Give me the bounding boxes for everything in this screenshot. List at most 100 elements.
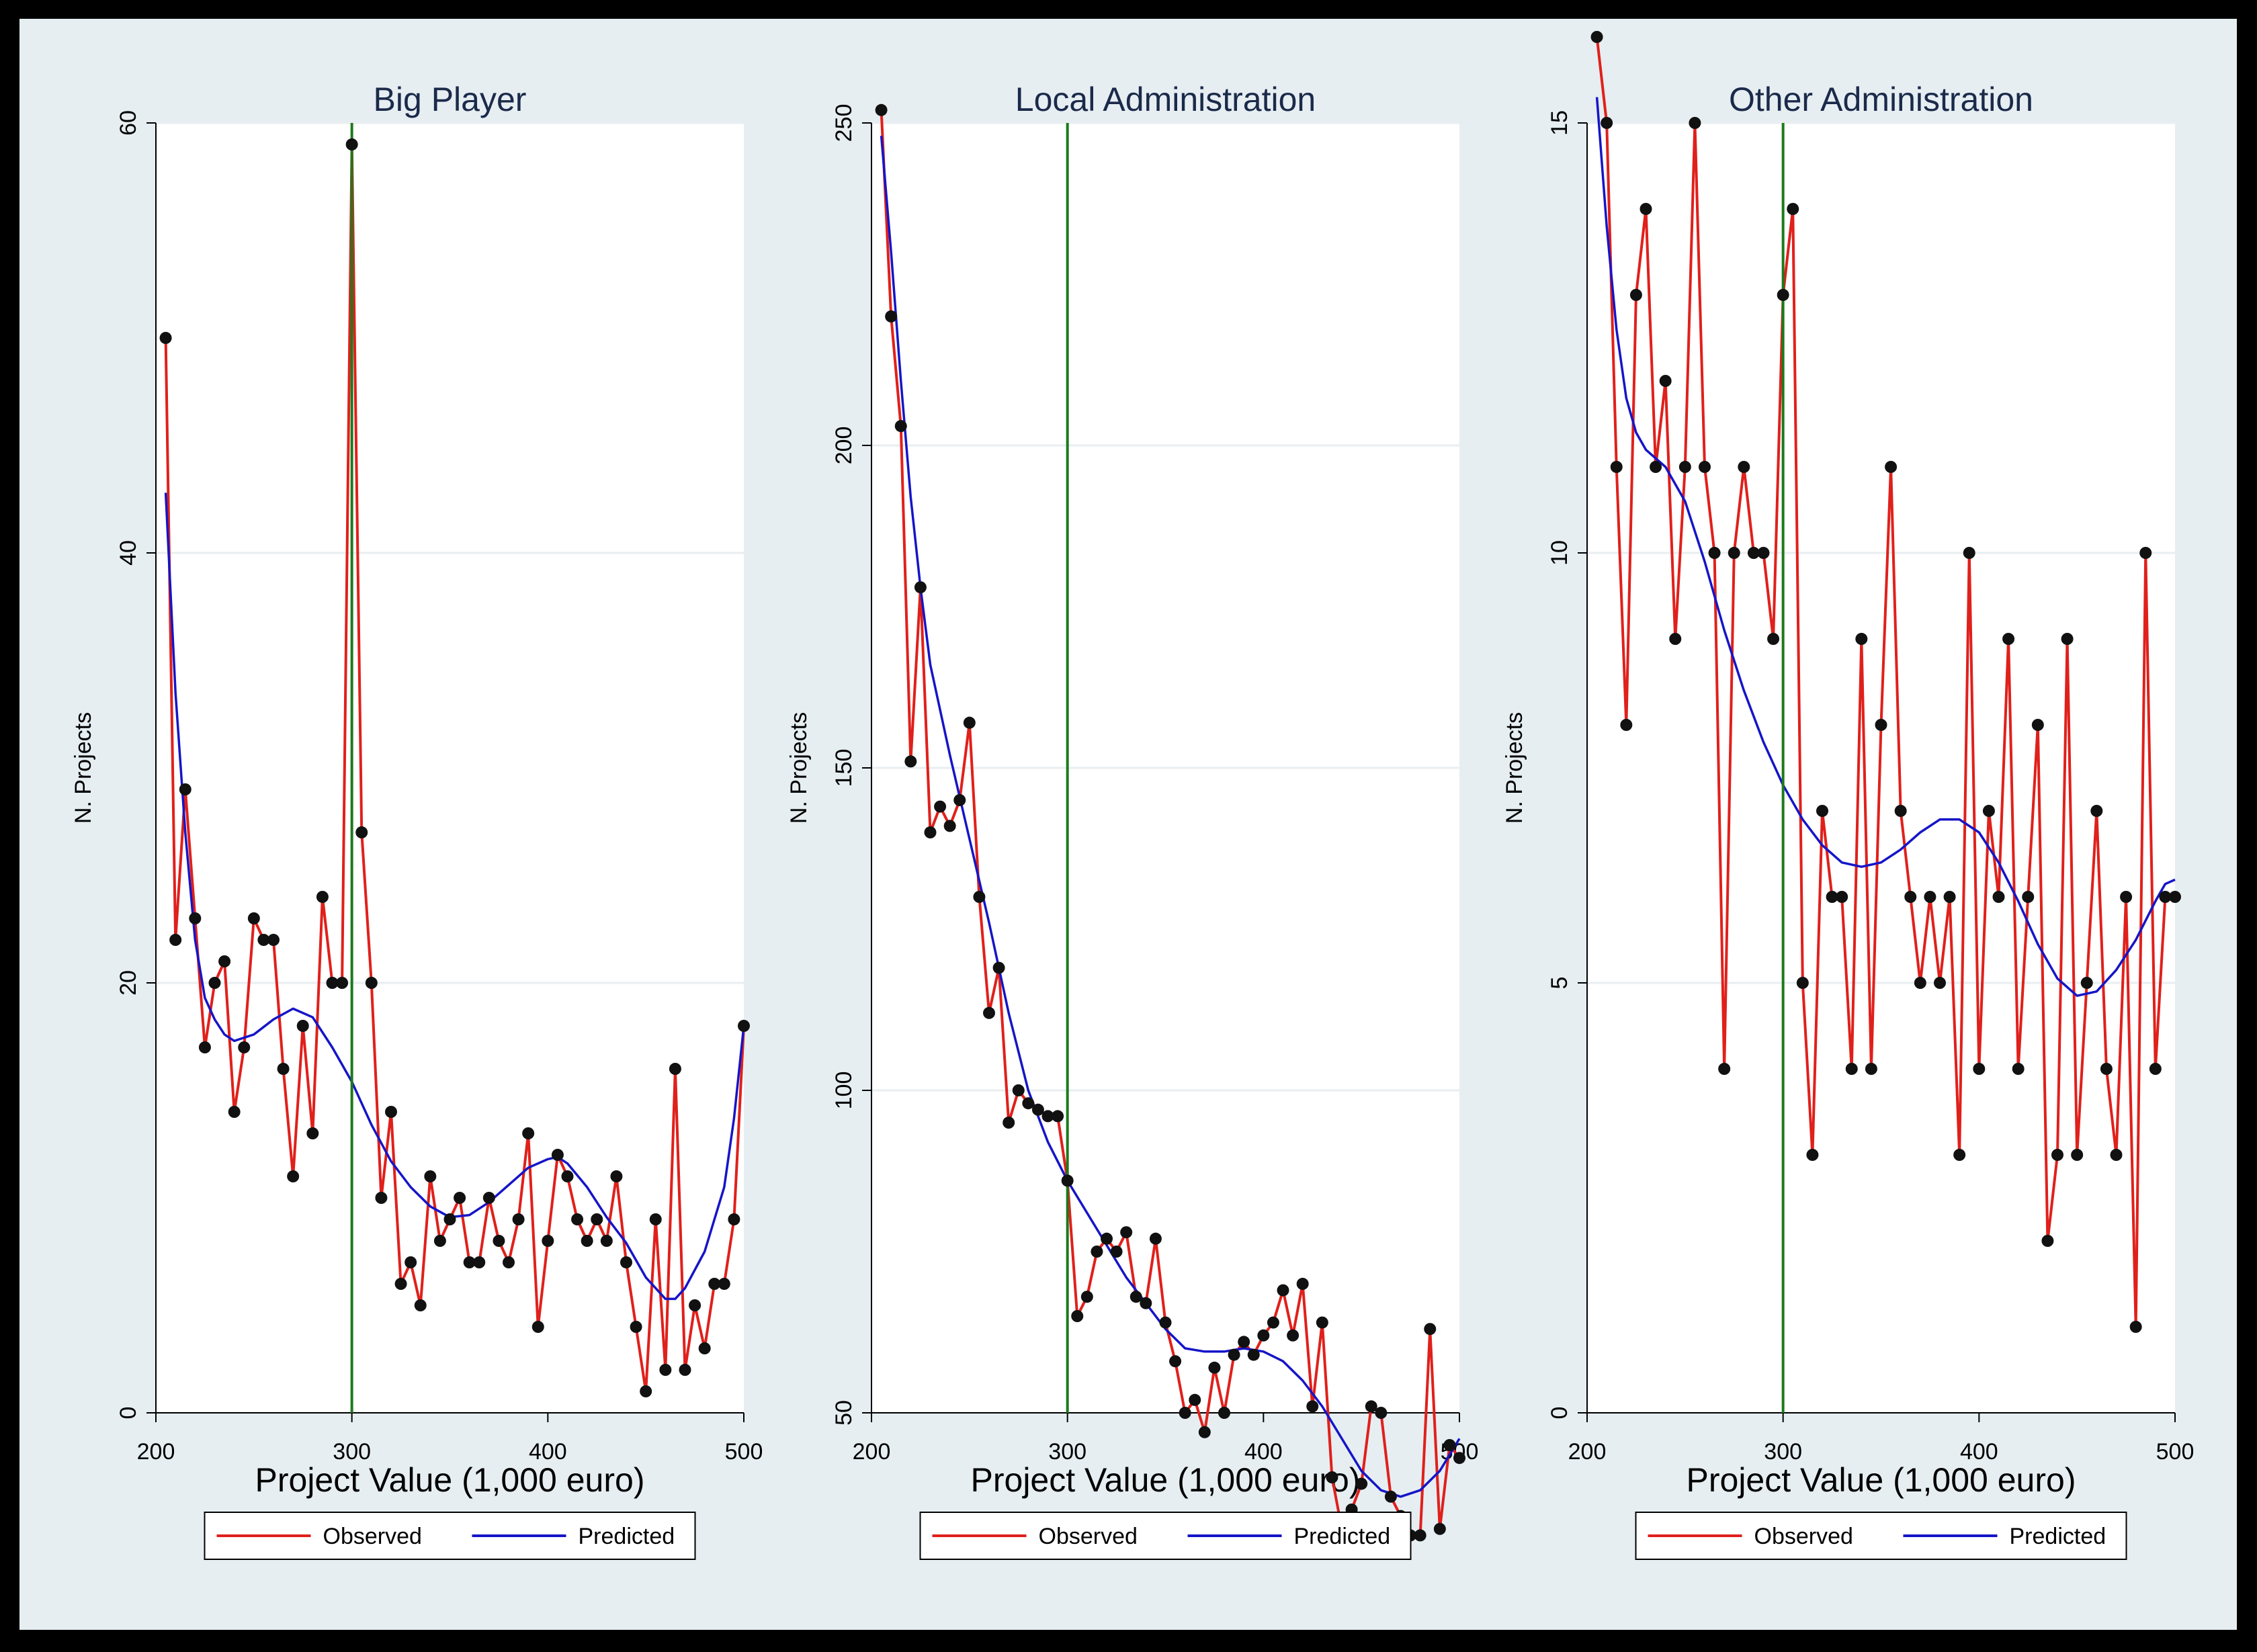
observed-point (738, 1020, 750, 1032)
legend-observed-label: Observed (323, 1524, 422, 1549)
observed-point (2061, 633, 2074, 645)
observed-point (1287, 1329, 1300, 1342)
observed-point (1198, 1426, 1211, 1438)
y-tick-label: 20 (116, 970, 141, 996)
observed-point (277, 1063, 290, 1075)
observed-point (1826, 891, 1838, 903)
x-tick-label: 200 (1568, 1439, 1607, 1465)
x-tick-label: 400 (1244, 1439, 1283, 1465)
observed-point (924, 826, 937, 838)
observed-point (1414, 1529, 1426, 1542)
observed-point (345, 138, 358, 150)
observed-point (1189, 1393, 1201, 1406)
chart-panel-3: 0 5 10 15 200 300 400 500 Other Administration Pr… (1502, 31, 2194, 1560)
observed-point (610, 1170, 623, 1182)
observed-point (600, 1235, 613, 1247)
legend-predicted-label: Predicted (579, 1524, 675, 1549)
x-tick-label: 400 (529, 1439, 567, 1465)
observed-point (1639, 203, 1652, 215)
observed-point (1355, 1477, 1368, 1490)
observed-point (1061, 1174, 1074, 1187)
observed-point (463, 1256, 476, 1268)
observed-point (1875, 719, 1887, 731)
observed-point (1159, 1316, 1172, 1329)
observed-point (953, 794, 966, 806)
observed-point (943, 820, 956, 832)
observed-point (159, 332, 172, 344)
observed-point (326, 977, 339, 989)
observed-point (1924, 891, 1936, 903)
y-tick-label: 200 (831, 427, 857, 465)
observed-point (1943, 891, 1956, 903)
observed-point (2169, 891, 2181, 903)
y-tick-label: 0 (116, 1407, 141, 1420)
observed-point (669, 1063, 681, 1075)
observed-point (316, 891, 329, 903)
y-tick-label: 0 (1547, 1407, 1572, 1420)
observed-point (1453, 1452, 1465, 1465)
observed-point (1767, 633, 1780, 645)
observed-point (1894, 805, 1907, 817)
observed-point (394, 1278, 407, 1290)
observed-point (1620, 719, 1633, 731)
observed-point (2139, 547, 2152, 559)
observed-point (2120, 891, 2133, 903)
observed-point (1140, 1297, 1152, 1309)
observed-point (179, 783, 191, 795)
x-tick-label: 500 (725, 1439, 763, 1465)
observed-point (493, 1235, 505, 1247)
chart-title: Other Administration (1729, 81, 2033, 118)
chart-panel-1: 0 20 40 60 200 300 400 500 Big Player Project Val… (71, 81, 763, 1560)
observed-point (561, 1170, 574, 1182)
observed-point (482, 1192, 495, 1204)
observed-point (375, 1192, 388, 1204)
chart-title: Local Administration (1015, 81, 1316, 118)
observed-point (208, 977, 221, 989)
observed-point (355, 826, 368, 838)
observed-point (1120, 1226, 1133, 1239)
observed-point (531, 1321, 544, 1333)
legend-predicted-label: Predicted (1294, 1524, 1391, 1549)
x-tick-label: 300 (1048, 1439, 1087, 1465)
legend-observed-label: Observed (1039, 1524, 1138, 1549)
observed-point (247, 912, 260, 924)
observed-point (1306, 1400, 1319, 1413)
observed-point (1031, 1103, 1044, 1116)
y-tick-label: 5 (1547, 977, 1572, 990)
observed-point (1267, 1316, 1279, 1329)
observed-point (1708, 547, 1721, 559)
x-tick-label: 300 (333, 1439, 371, 1465)
observed-point (1982, 805, 1995, 817)
observed-point (1747, 547, 1760, 559)
observed-point (1041, 1110, 1054, 1123)
x-tick-label: 300 (1764, 1439, 1802, 1465)
observed-point (296, 1020, 309, 1032)
observed-point (1433, 1522, 1446, 1535)
observed-point (963, 716, 976, 729)
observed-point (1718, 1063, 1731, 1075)
observed-point (894, 420, 907, 433)
observed-point (228, 1106, 241, 1118)
observed-point (2129, 1321, 2142, 1333)
observed-point (1836, 891, 1848, 903)
observed-point (1071, 1310, 1084, 1322)
observed-point (2071, 1149, 2084, 1161)
y-tick-label: 100 (831, 1072, 857, 1110)
observed-point (1816, 805, 1828, 817)
observed-point (875, 103, 888, 116)
observed-point (1149, 1232, 1162, 1245)
observed-point (424, 1170, 437, 1182)
observed-point (679, 1364, 691, 1376)
observed-point (454, 1192, 466, 1204)
observed-point (973, 891, 986, 903)
observed-point (1443, 1439, 1456, 1451)
observed-point (904, 755, 917, 768)
observed-point (306, 1127, 319, 1139)
observed-point (238, 1041, 251, 1053)
y-tick-label: 150 (831, 749, 857, 787)
observed-point (1326, 1471, 1338, 1483)
observed-point (914, 581, 927, 594)
observed-point (698, 1342, 711, 1354)
y-axis-label: N. Projects (1502, 712, 1527, 824)
observed-point (718, 1278, 730, 1290)
